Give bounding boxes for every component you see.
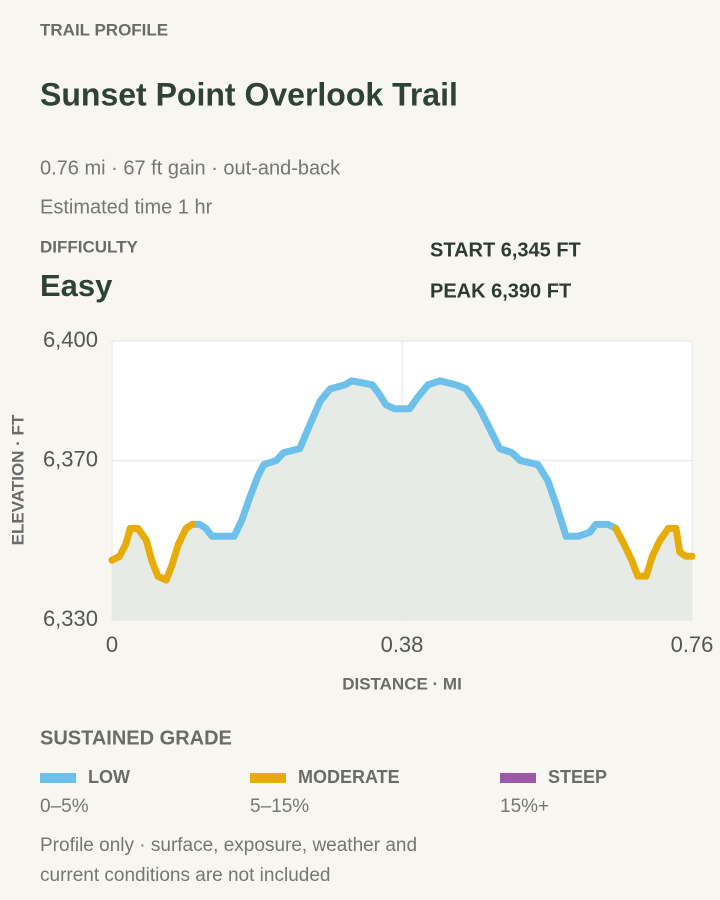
stat: START 6,345 FT (430, 239, 581, 261)
meta-line: Estimated time 1 hr (40, 196, 213, 218)
legend-swatch (40, 773, 76, 783)
grade-line (188, 377, 620, 540)
legend-swatch (500, 773, 536, 783)
x-tick-label: 0 (106, 632, 118, 657)
difficulty-value: Easy (40, 268, 113, 303)
eyebrow: TRAIL PROFILE (40, 20, 168, 39)
legend-label: STEEP (548, 767, 607, 787)
y-tick-label: 6,370 (43, 446, 98, 471)
legend-range: 0–5% (40, 796, 89, 817)
legend-label: LOW (88, 767, 130, 787)
legend-title: SUSTAINED GRADE (40, 727, 232, 749)
x-tick-label: 0.38 (381, 632, 424, 657)
grade-line (108, 520, 696, 584)
footnote: current conditions are not included (40, 865, 330, 886)
difficulty-label: DIFFICULTY (40, 237, 139, 256)
y-axis-label: ELEVATION · FT (8, 414, 27, 545)
x-tick-label: 0.76 (671, 632, 714, 657)
trail-title: Sunset Point Overlook Trail (40, 76, 458, 112)
stat: PEAK 6,390 FT (430, 280, 571, 302)
legend-label: MODERATE (298, 767, 400, 787)
y-tick-label: 6,330 (43, 606, 98, 631)
legend-range: 5–15% (250, 796, 309, 817)
footnote: Profile only · surface, exposure, weathe… (40, 835, 417, 856)
x-axis-label: DISTANCE · MI (342, 674, 462, 693)
y-tick-label: 6,400 (43, 327, 98, 352)
legend-swatch (250, 773, 286, 783)
legend-range: 15%+ (500, 796, 549, 817)
meta-line: 0.76 mi · 67 ft gain · out-and-back (40, 157, 341, 179)
